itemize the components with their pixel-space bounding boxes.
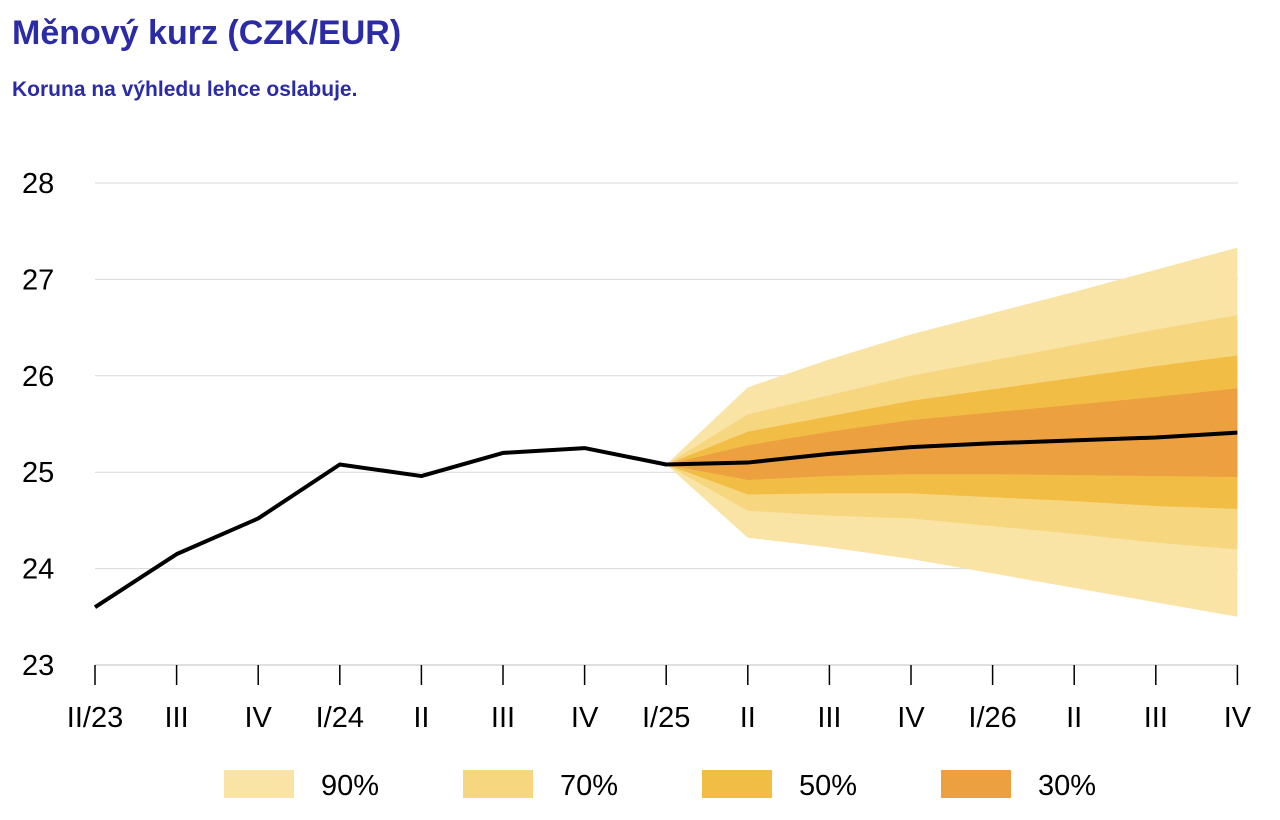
legend-swatch xyxy=(463,770,533,798)
legend-swatch xyxy=(702,770,772,798)
legend-swatch xyxy=(224,770,294,798)
y-tick-label: 28 xyxy=(22,168,54,200)
legend-label: 30% xyxy=(1038,770,1096,802)
x-tick-label: IV xyxy=(1224,702,1252,734)
x-tick-label: II xyxy=(413,702,429,734)
y-tick-label: 27 xyxy=(22,264,54,296)
x-tick-label: I/25 xyxy=(642,702,690,734)
fan-bands xyxy=(666,247,1238,617)
x-tick-label: II/23 xyxy=(67,702,123,734)
x-tick-label: I/26 xyxy=(968,702,1016,734)
chart-subtitle: Koruna na výhledu lehce oslabuje. xyxy=(12,78,358,101)
y-tick-label: 24 xyxy=(22,554,54,586)
exchange-rate-series xyxy=(93,430,1238,609)
x-tick-label: III xyxy=(817,702,841,734)
x-tick-label: II xyxy=(1066,702,1082,734)
legend-label: 50% xyxy=(799,770,857,802)
legend-label: 90% xyxy=(321,770,379,802)
legend-label: 70% xyxy=(560,770,618,802)
x-tick-label: III xyxy=(165,702,189,734)
x-tick-label: IV xyxy=(244,702,272,734)
x-tick-label: IV xyxy=(571,702,599,734)
x-tick-label: IV xyxy=(897,702,925,734)
y-tick-label: 23 xyxy=(22,650,54,682)
y-tick-label: 25 xyxy=(22,457,54,489)
legend-swatch xyxy=(941,770,1011,798)
chart-title: Měnový kurz (CZK/EUR) xyxy=(12,14,402,52)
x-tick-label: I/24 xyxy=(316,702,364,734)
legend: 90% 70% 50% 30% xyxy=(224,770,1096,802)
x-tick-label: III xyxy=(1144,702,1168,734)
x-tick-label: II xyxy=(740,702,756,734)
x-tick-label: III xyxy=(491,702,515,734)
y-tick-label: 26 xyxy=(22,361,54,393)
